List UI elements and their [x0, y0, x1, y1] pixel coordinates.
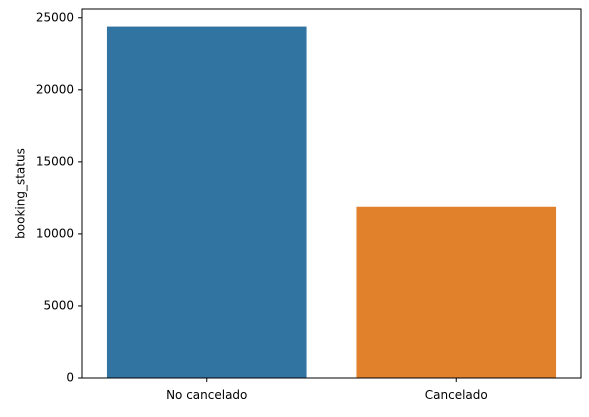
bar-no-cancelado [106, 26, 307, 378]
bar-cancelado [356, 206, 557, 378]
y-tick-label: 5000 [43, 298, 74, 312]
bars [106, 26, 557, 378]
y-tick-label: 15000 [36, 154, 74, 168]
x-tick-label: No cancelado [166, 388, 247, 402]
y-tick-label: 0 [66, 371, 74, 385]
y-tick-label: 25000 [36, 10, 74, 24]
y-tick-label: 20000 [36, 82, 74, 96]
x-tick-label: Cancelado [425, 388, 488, 402]
plot-frame [81, 8, 582, 379]
y-tick-label: 10000 [36, 226, 74, 240]
x-axis-ticks: No cancelado Cancelado [166, 378, 488, 402]
y-axis-ticks: 0 5000 10000 15000 20000 25000 [36, 10, 82, 385]
y-axis-label: booking_status [14, 148, 28, 239]
